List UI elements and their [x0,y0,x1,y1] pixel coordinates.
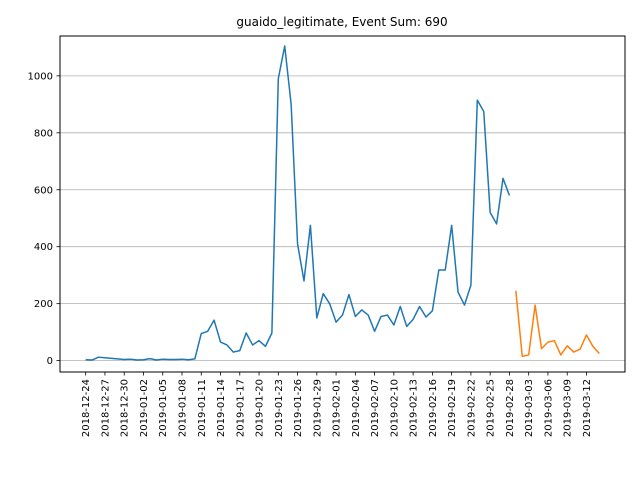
x-tick-label: 2019-02-13 [409,379,420,437]
x-tick-label: 2019-01-05 [158,379,169,437]
series-2 [515,290,600,358]
x-tick-label: 2019-03-03 [524,379,535,437]
x-tick-label: 2019-01-08 [177,379,188,437]
x-tick-label: 2019-01-02 [139,379,150,437]
x-tick-label: 2018-12-24 [81,379,92,437]
y-tick-label: 0 [47,356,53,367]
x-tick-label: 2019-02-19 [447,379,458,437]
x-tick-label: 2019-01-26 [293,379,304,437]
x-axis: 2018-12-24 2018-12-27 2018-12-30 2019-01-02… [81,372,593,437]
series-2-line [515,290,600,358]
plot-frame [59,35,626,373]
y-tick-label: 400 [34,242,53,253]
y-tick-label: 200 [34,299,53,310]
x-tick-label: 2019-01-23 [274,379,285,437]
x-tick-label: 2019-03-06 [543,379,554,437]
x-tick-label: 2019-02-25 [486,379,497,437]
x-tick-label: 2018-12-30 [120,379,131,437]
grid-lines [60,75,625,362]
x-tick-label: 2019-01-29 [312,379,323,437]
series-1-line [85,45,511,361]
x-tick-label: 2019-02-04 [351,379,362,437]
x-tick-label: 2019-03-12 [582,379,593,437]
x-tick-label: 2019-02-10 [389,379,400,437]
x-tick-label: 2019-03-09 [563,379,574,437]
y-tick-label: 1000 [28,71,53,82]
series-1 [85,45,511,361]
x-tick-label: 2019-02-16 [428,379,439,437]
x-tick-label: 2019-01-17 [235,379,246,437]
x-tick-label: 2019-02-07 [370,379,381,437]
x-tick-label: 2019-01-20 [255,379,266,437]
x-tick-label: 2018-12-27 [100,379,111,437]
x-tick-label: 2019-02-28 [505,379,516,437]
chart-title: guaido_legitimate, Event Sum: 690 [236,15,447,29]
x-tick-label: 2019-01-11 [197,379,208,437]
y-axis: 0 200 400 600 800 1000 [28,71,60,367]
y-tick-label: 800 [34,128,53,139]
series-layer [85,45,600,361]
x-tick-label: 2019-02-22 [466,379,477,437]
x-tick-label: 2019-02-01 [332,379,343,437]
y-tick-label: 600 [34,185,53,196]
x-tick-label: 2019-01-14 [216,379,227,437]
